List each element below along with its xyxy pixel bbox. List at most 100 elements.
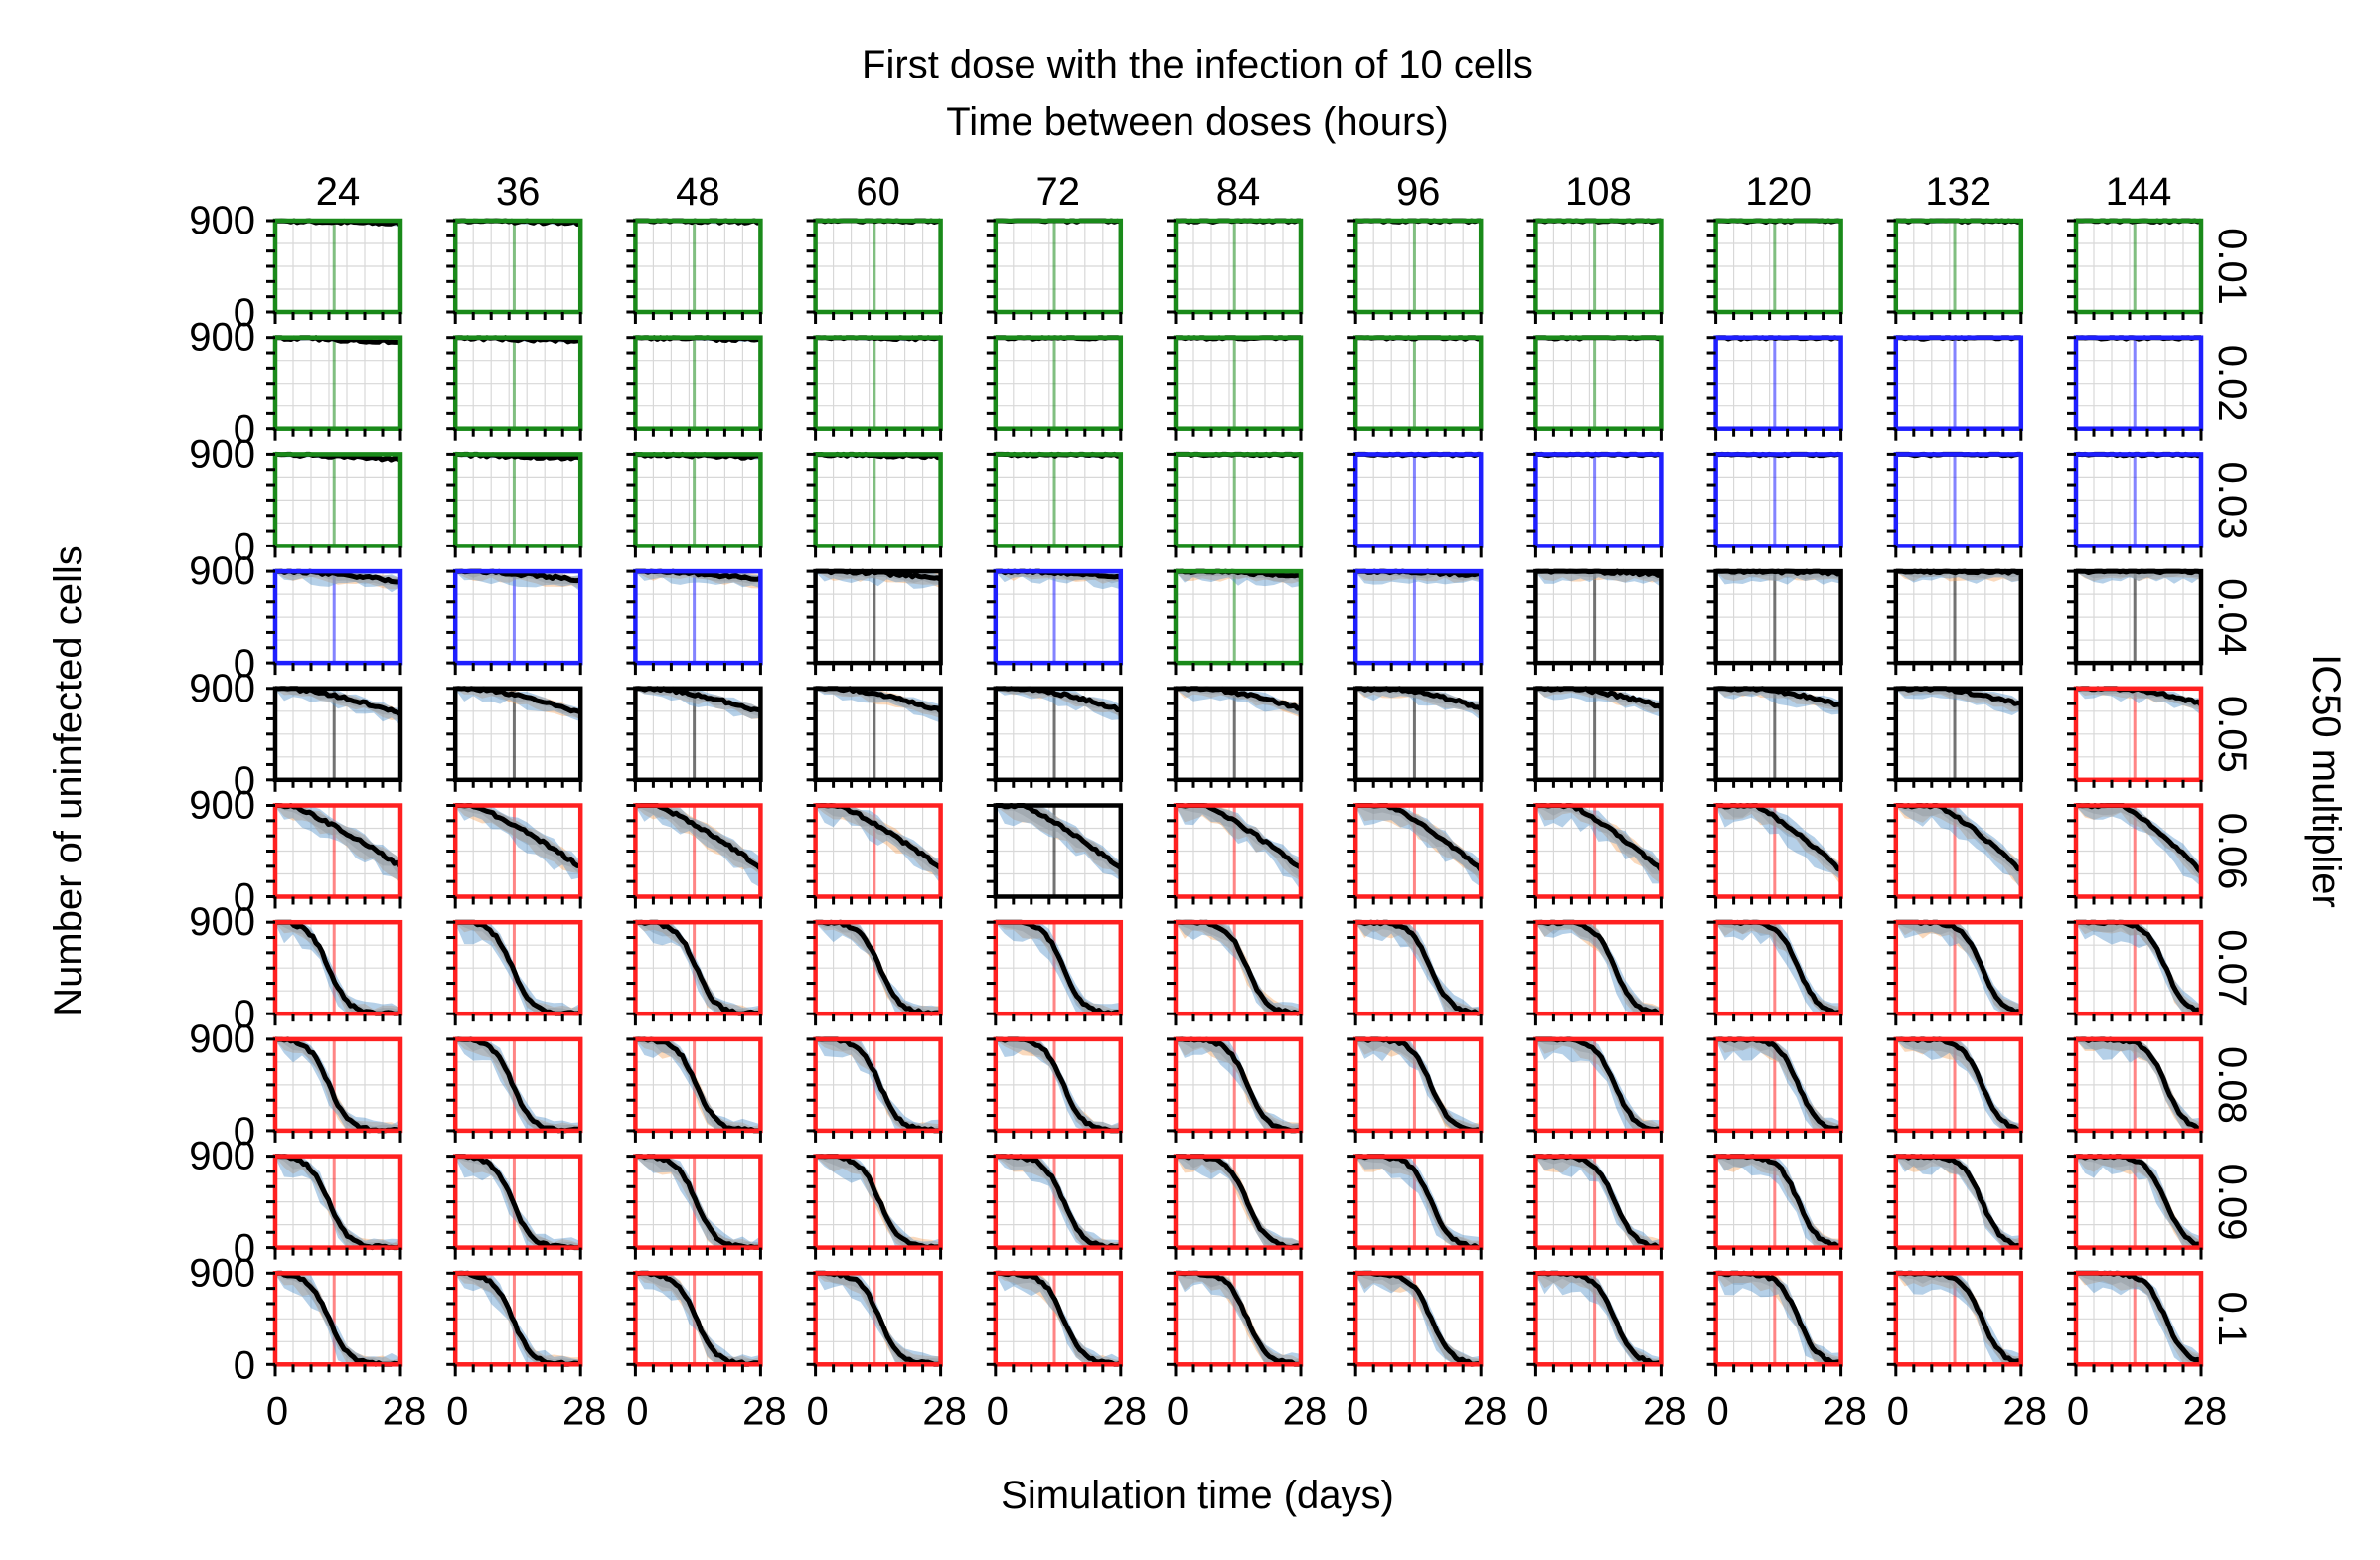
panel-r8-c7 xyxy=(1526,1154,1664,1260)
band-blue xyxy=(995,688,1121,720)
band-blue xyxy=(1715,805,1841,880)
band-orange xyxy=(455,805,581,874)
band-gray xyxy=(2076,805,2201,882)
y-tick-label-bottom: 0 xyxy=(234,1227,255,1271)
column-label: 84 xyxy=(1216,170,1261,214)
panel-r7-c8 xyxy=(1706,1036,1843,1143)
x-tick-label-end: 28 xyxy=(2183,1389,2228,1433)
panel-r8-c9 xyxy=(1886,1154,2024,1260)
band-gray xyxy=(275,1156,400,1248)
panel-r7-c4 xyxy=(986,1036,1124,1143)
x-tick-label-end: 28 xyxy=(922,1389,967,1433)
band-blue xyxy=(275,1038,400,1131)
x-tick-label-start: 0 xyxy=(626,1389,648,1433)
band-orange xyxy=(2076,688,2201,710)
x-tick-label-start: 0 xyxy=(1526,1389,1548,1433)
panel-r9-c4: 0 28 xyxy=(987,1270,1147,1433)
band-orange xyxy=(275,688,400,720)
column-label: 48 xyxy=(676,170,720,214)
band-blue xyxy=(1176,922,1301,1014)
panel-r0-c2: 48 xyxy=(626,170,763,324)
panel-r2-c10: 0.03 xyxy=(2067,451,2254,558)
column-label: 96 xyxy=(1396,170,1441,214)
panel-r8-c0: 900 0 xyxy=(189,1135,403,1271)
row-label: 0.05 xyxy=(2210,696,2254,773)
band-blue xyxy=(1535,571,1662,588)
y-tick-label-bottom: 0 xyxy=(234,1343,255,1387)
band-blue xyxy=(1895,1273,2021,1365)
row-label: 0.01 xyxy=(2210,228,2254,305)
panel-r6-c3 xyxy=(806,919,943,1026)
x-tick-label-start: 0 xyxy=(266,1389,288,1433)
chart-title: First dose with the infection of 10 cell… xyxy=(862,43,1533,86)
band-blue xyxy=(995,805,1121,881)
panel-r9-c9: 0 28 xyxy=(1887,1270,2047,1433)
x-tick-label-end: 28 xyxy=(1463,1389,1507,1433)
x-tick-label-start: 0 xyxy=(1167,1389,1189,1433)
panel-r7-c5 xyxy=(1167,1036,1304,1143)
band-blue xyxy=(275,922,400,1014)
band-blue xyxy=(1535,1273,1662,1365)
panel-r9-c6: 0 28 xyxy=(1347,1270,1507,1433)
band-blue xyxy=(1176,1273,1301,1365)
x-tick-label-start: 0 xyxy=(2067,1389,2089,1433)
column-label: 120 xyxy=(1745,170,1812,214)
x-tick-label-start: 0 xyxy=(987,1389,1009,1433)
panel-r4-c6 xyxy=(1347,686,1484,792)
panel-r3-c5 xyxy=(1167,568,1304,676)
band-orange xyxy=(275,922,400,1014)
panel-r0-c0: 900 0 24 xyxy=(189,170,403,335)
band-orange xyxy=(1176,688,1301,718)
band-gray xyxy=(1895,688,2021,710)
panel-r2-c0: 900 0 xyxy=(189,432,403,568)
band-blue xyxy=(2076,922,2201,1014)
row-label: 0.03 xyxy=(2210,461,2254,539)
band-orange xyxy=(995,1156,1121,1248)
band-blue xyxy=(1176,688,1301,716)
band-blue xyxy=(455,1156,581,1248)
y-tick-label-top: 900 xyxy=(189,667,255,710)
panel-r5-c3 xyxy=(806,803,943,909)
x-tick-label-start: 0 xyxy=(1706,1389,1728,1433)
band-orange xyxy=(1895,1156,2021,1248)
band-orange xyxy=(1176,1038,1301,1131)
panel-r2-c9 xyxy=(1886,451,2024,558)
band-blue xyxy=(275,805,400,881)
row-label: 0.02 xyxy=(2210,345,2254,422)
panel-r7-c3 xyxy=(806,1036,943,1143)
panel-r0-c1: 36 xyxy=(446,170,583,324)
panel-r3-c0: 900 0 xyxy=(189,549,403,686)
band-orange xyxy=(1176,1273,1301,1365)
panel-r0-c10: 144 0.01 xyxy=(2067,170,2254,324)
x-tick-label-end: 28 xyxy=(742,1389,787,1433)
band-blue xyxy=(635,805,761,888)
panel-r9-c7: 0 28 xyxy=(1526,1270,1687,1433)
panel-r1-c6 xyxy=(1347,335,1484,441)
y-tick-label-bottom: 0 xyxy=(234,993,255,1036)
x-tick-label-end: 28 xyxy=(1283,1389,1328,1433)
panel-r4-c4 xyxy=(986,686,1124,792)
panel-r9-c10: 0 28 0.1 xyxy=(2067,1270,2254,1433)
band-blue xyxy=(995,922,1121,1014)
band-blue xyxy=(455,805,581,880)
panel-r2-c6 xyxy=(1347,451,1484,558)
panel-r1-c8 xyxy=(1706,335,1843,441)
band-gray xyxy=(1535,922,1662,1014)
panel-r4-c5 xyxy=(1167,686,1304,792)
band-gray xyxy=(275,1038,400,1131)
panel-r4-c0: 900 0 xyxy=(189,667,403,803)
panel-r8-c1 xyxy=(446,1154,583,1260)
panel-r1-c4 xyxy=(986,335,1124,441)
band-orange xyxy=(1355,688,1482,718)
panel-r0-c7: 108 xyxy=(1526,170,1664,324)
band-gray xyxy=(635,805,761,873)
panel-r6-c10: 0.07 xyxy=(2067,919,2254,1026)
panel-r1-c3 xyxy=(806,335,943,441)
y-tick-label-bottom: 0 xyxy=(234,525,255,568)
panel-r4-c3 xyxy=(806,686,943,792)
panel-r5-c4 xyxy=(986,803,1124,909)
row-label: 0.09 xyxy=(2210,1164,2254,1241)
panel-r1-c5 xyxy=(1167,335,1304,441)
